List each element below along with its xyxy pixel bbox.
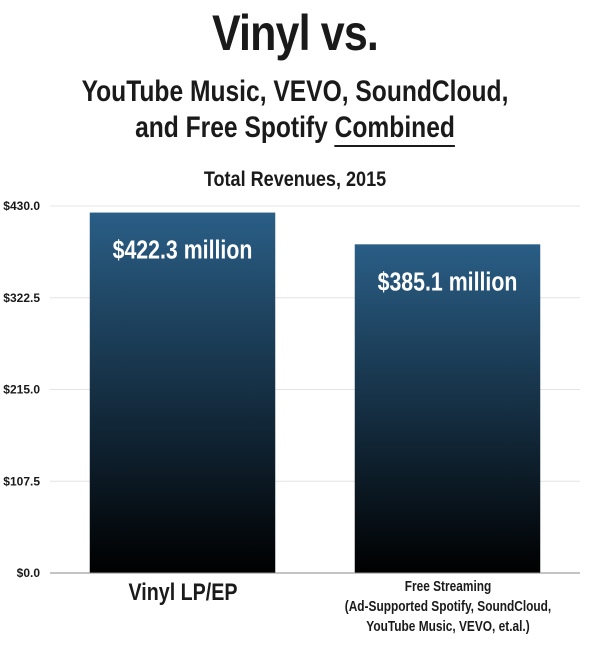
- x-category-sublabel: YouTube Music, VEVO, et.al.): [365, 619, 530, 635]
- x-category-name: Free Streaming: [404, 579, 491, 595]
- y-tick-label: $107.5: [3, 474, 40, 488]
- x-category-sublabel: (Ad-Supported Spotify, SoundCloud,: [344, 599, 551, 615]
- subtitle-line-1: YouTube Music, VEVO, SoundCloud,: [81, 75, 509, 108]
- subtitle-emphasis: Combined: [334, 111, 455, 147]
- bars: [89, 212, 541, 574]
- plot-title: Total Revenues, 2015: [203, 168, 387, 191]
- bar-0: [89, 212, 276, 574]
- x-category-label: Vinyl LP/EP: [127, 579, 238, 606]
- bar-value-label: $385.1 million: [378, 267, 518, 297]
- chart-subtitle: YouTube Music, VEVO, SoundCloud, and Fre…: [53, 74, 537, 147]
- y-tick-label: $215.0: [3, 383, 40, 397]
- data-labels: $422.3 million $385.1 million: [113, 236, 518, 297]
- y-tick-label: $0.0: [17, 566, 41, 580]
- chart-title-main: Vinyl vs.: [212, 5, 379, 61]
- y-axis-ticks: $0.0 $107.5 $215.0 $322.5 $430.0: [3, 199, 40, 580]
- bar-1: [354, 244, 541, 573]
- subtitle-line-2-text: and Free Spotify: [135, 111, 335, 144]
- bar-value-label: $422.3 million: [113, 236, 253, 266]
- subtitle-line-2: and Free Spotify Combined: [53, 110, 537, 147]
- y-tick-label: $322.5: [3, 291, 40, 305]
- x-category-label: Free Streaming (Ad-Supported Spotify, Sou…: [325, 577, 571, 637]
- y-tick-label: $430.0: [3, 199, 40, 213]
